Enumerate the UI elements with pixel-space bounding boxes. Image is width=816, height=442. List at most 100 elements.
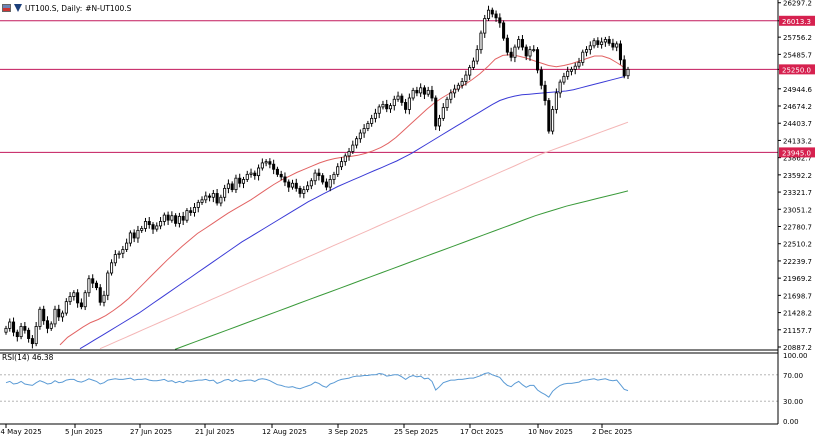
- price-tick-label: 21698.7: [783, 292, 812, 300]
- candle-body: [517, 39, 521, 48]
- candle-body: [396, 95, 400, 100]
- candle-body: [585, 49, 589, 53]
- candle-body: [430, 89, 434, 99]
- candle-body: [155, 225, 159, 230]
- candle-body: [588, 45, 592, 51]
- candle-body: [181, 215, 185, 221]
- candle-body: [166, 214, 170, 221]
- time-tick-label: 25 Sep 2025: [394, 428, 438, 436]
- candle-body: [208, 195, 212, 198]
- candle-body: [434, 97, 438, 127]
- price-tag-label-2: 23945.0: [782, 149, 811, 157]
- candle-body: [377, 106, 381, 114]
- candle-body: [437, 117, 442, 127]
- candle-body: [626, 68, 630, 77]
- candle-body: [358, 132, 362, 140]
- time-tick-label: 2 Dec 2025: [592, 428, 632, 436]
- candle-body: [600, 41, 604, 45]
- candle-body: [294, 182, 298, 189]
- candle-body: [287, 181, 291, 188]
- price-tick-label: 23862.7: [783, 155, 812, 163]
- candle-body: [535, 49, 540, 71]
- candle-body: [223, 187, 227, 198]
- symbol-label: UT100.S, Daily:: [25, 3, 83, 13]
- candle-body: [343, 155, 347, 163]
- price-tick-label: 23051.2: [783, 206, 812, 214]
- rsi-tick-label: 30.00: [783, 398, 803, 406]
- candle-body: [283, 176, 287, 183]
- price-tick-label: 21969.2: [783, 275, 812, 283]
- candle-body: [362, 128, 366, 134]
- candle-body: [419, 87, 423, 94]
- candle-body: [174, 215, 178, 224]
- candle-body: [204, 195, 208, 201]
- candle-body: [215, 193, 219, 204]
- candle-body: [238, 177, 242, 184]
- candle-body: [607, 39, 611, 44]
- candle-body: [400, 95, 404, 103]
- candle-body: [468, 67, 472, 76]
- candle-body: [505, 37, 509, 53]
- candle-body: [257, 167, 261, 177]
- price-tag-label-0: 26013.3: [782, 18, 811, 26]
- candle-body: [453, 88, 457, 94]
- candle-body: [132, 232, 136, 239]
- candle-body: [185, 210, 189, 221]
- candle-body: [445, 98, 449, 108]
- candle-body: [547, 100, 551, 132]
- candle-body: [121, 249, 125, 254]
- candle-body: [494, 13, 498, 19]
- candle-body: [72, 292, 76, 297]
- price-tick-label: 22780.7: [783, 224, 812, 232]
- moving-average-line-1: [79, 75, 626, 350]
- candle-body: [581, 51, 585, 63]
- candle-body: [502, 22, 506, 39]
- candle-body: [117, 252, 121, 255]
- price-tick-label: 25756.2: [783, 34, 812, 42]
- candle-body: [592, 40, 596, 47]
- candle-body: [551, 109, 555, 132]
- candle-body: [381, 103, 385, 108]
- price-tick-label: 24944.6: [783, 86, 812, 94]
- candle-body: [192, 207, 197, 213]
- candle-body: [136, 229, 140, 239]
- candle-body: [373, 112, 377, 119]
- candle-body: [140, 228, 144, 231]
- candle-body: [486, 9, 491, 19]
- candle-body: [61, 312, 65, 318]
- candle-body: [490, 9, 494, 15]
- candle-body: [53, 308, 57, 325]
- candle-body: [15, 331, 19, 338]
- price-tick-label: 23321.7: [783, 189, 812, 197]
- price-tick-label: 22510.2: [783, 241, 812, 249]
- candle-body: [27, 329, 31, 339]
- price-tick-label: 23592.2: [783, 172, 812, 180]
- candle-body: [456, 84, 460, 90]
- time-tick-label: 27 Jun 2025: [130, 428, 172, 436]
- candle-body: [317, 172, 321, 177]
- candle-body: [79, 302, 83, 308]
- candle-body: [151, 224, 155, 230]
- candle-body: [411, 89, 415, 99]
- candle-body: [328, 179, 332, 188]
- candle-body: [268, 161, 272, 165]
- candle-body: [249, 172, 253, 175]
- candle-body: [177, 215, 181, 224]
- candle-body: [200, 199, 204, 203]
- candle-body: [415, 89, 419, 94]
- candle-body: [460, 81, 464, 86]
- price-tick-label: 22239.7: [783, 258, 812, 266]
- candle-body: [388, 105, 393, 110]
- candle-body: [313, 172, 317, 182]
- candle-body: [471, 60, 475, 68]
- candle-body: [162, 214, 166, 222]
- candle-body: [339, 161, 344, 168]
- candle-body: [290, 182, 295, 188]
- rsi-tick-label: 70.00: [783, 372, 803, 380]
- candle-body: [226, 183, 230, 189]
- candle-body: [42, 308, 46, 322]
- candle-body: [68, 296, 72, 303]
- time-tick-label: 3 Sep 2025: [328, 428, 368, 436]
